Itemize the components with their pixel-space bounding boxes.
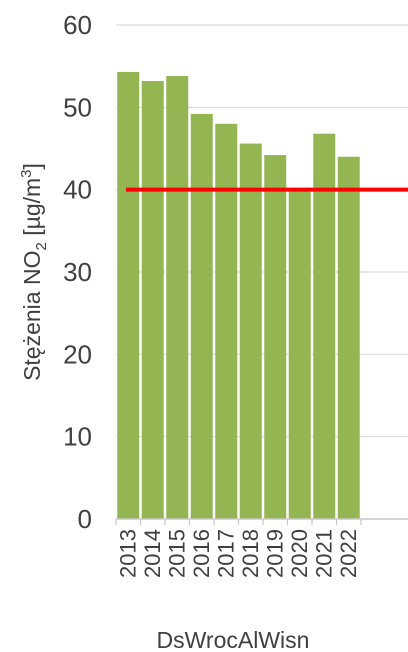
x-tick-label: 2021	[311, 529, 336, 578]
x-tick-label: 2018	[238, 529, 263, 578]
x-tick-labels: 2013 2014 2015 2016 2017 2018 2019 2020 2021 2022	[115, 529, 361, 578]
x-tick-label: 2013	[115, 529, 140, 578]
bar	[190, 113, 213, 520]
y-axis-title-middle: [µg/m	[19, 178, 45, 242]
x-tick-label: 2016	[189, 529, 214, 578]
x-tick-label: 2014	[140, 529, 165, 578]
y-axis-title: Stężenia NO2 [µg/m3]	[18, 163, 50, 381]
y-tick-label: 20	[63, 339, 92, 369]
x-tick-label: 2017	[213, 529, 238, 578]
y-axis-title-prefix: Stężenia NO	[19, 251, 45, 381]
y-tick-label: 0	[78, 504, 92, 534]
y-tick-label: 50	[63, 92, 92, 122]
x-tick-label: 2020	[287, 529, 312, 578]
bars	[117, 71, 360, 520]
bar	[117, 71, 140, 520]
y-tick-label: 40	[63, 175, 92, 205]
y-tick-label: 30	[63, 257, 92, 287]
y-axis-title-superscript: 3	[18, 169, 35, 177]
x-tick-label: 2015	[164, 529, 189, 578]
bar	[141, 80, 164, 519]
y-axis-title-subscript: 2	[33, 242, 50, 250]
y-tick-labels: 0 10 20 30 40 50 60	[63, 10, 92, 534]
x-axis-ticks	[115, 519, 362, 525]
y-tick-label: 60	[63, 10, 92, 40]
bar	[337, 156, 360, 519]
y-axis-title-suffix: ]	[19, 163, 45, 169]
x-tick-label: 2022	[336, 529, 361, 578]
bar	[166, 76, 189, 520]
x-axis-title: DsWrocAlWisn	[157, 627, 310, 652]
bar	[288, 189, 311, 519]
y-tick-label: 10	[63, 422, 92, 452]
bar	[239, 143, 262, 519]
x-tick-label: 2019	[262, 529, 287, 578]
bar	[264, 155, 287, 519]
bar	[215, 123, 238, 520]
bar	[313, 133, 336, 519]
